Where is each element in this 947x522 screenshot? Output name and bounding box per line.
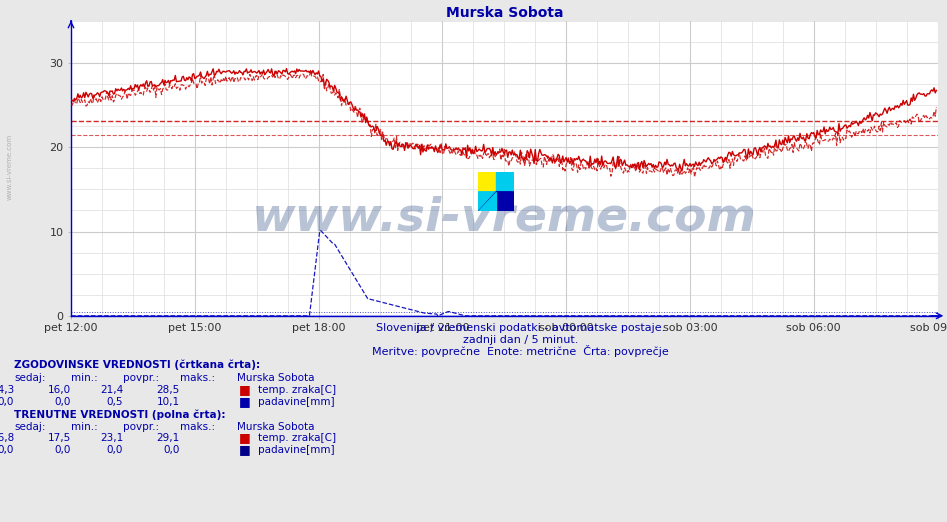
- Text: TRENUTNE VREDNOSTI (polna črta):: TRENUTNE VREDNOSTI (polna črta):: [14, 409, 225, 420]
- Text: ■: ■: [239, 443, 250, 456]
- Text: 0,0: 0,0: [107, 445, 123, 455]
- Text: 0,5: 0,5: [107, 397, 123, 407]
- Text: sedaj:: sedaj:: [14, 373, 45, 383]
- Text: 10,1: 10,1: [157, 397, 180, 407]
- Text: temp. zraka[C]: temp. zraka[C]: [258, 433, 335, 443]
- Text: 26,8: 26,8: [0, 433, 14, 443]
- Polygon shape: [478, 192, 496, 211]
- Text: 24,3: 24,3: [0, 385, 14, 395]
- Text: 0,0: 0,0: [164, 445, 180, 455]
- Text: maks.:: maks.:: [180, 422, 215, 432]
- Text: www.si-vreme.com: www.si-vreme.com: [7, 134, 12, 200]
- Text: Murska Sobota: Murska Sobota: [237, 373, 314, 383]
- Text: padavine[mm]: padavine[mm]: [258, 397, 334, 407]
- Text: zadnji dan / 5 minut.: zadnji dan / 5 minut.: [463, 336, 579, 346]
- Text: maks.:: maks.:: [180, 373, 215, 383]
- Text: 21,4: 21,4: [99, 385, 123, 395]
- Text: Slovenija / vremenski podatki - avtomatske postaje.: Slovenija / vremenski podatki - avtomats…: [376, 324, 666, 334]
- Text: povpr.:: povpr.:: [123, 422, 159, 432]
- Text: 17,5: 17,5: [47, 433, 71, 443]
- Bar: [496, 172, 514, 192]
- Text: 0,0: 0,0: [0, 397, 14, 407]
- Title: Murska Sobota: Murska Sobota: [445, 6, 563, 20]
- Text: Murska Sobota: Murska Sobota: [237, 422, 314, 432]
- Polygon shape: [478, 192, 514, 211]
- Text: temp. zraka[C]: temp. zraka[C]: [258, 385, 335, 395]
- Polygon shape: [496, 192, 514, 211]
- Text: Meritve: povprečne  Enote: metrične  Črta: povprečje: Meritve: povprečne Enote: metrične Črta:…: [372, 345, 670, 357]
- Text: 29,1: 29,1: [156, 433, 180, 443]
- Polygon shape: [478, 192, 514, 211]
- Text: 16,0: 16,0: [48, 385, 71, 395]
- Text: www.si-vreme.com: www.si-vreme.com: [252, 196, 757, 241]
- Text: 23,1: 23,1: [99, 433, 123, 443]
- Text: 28,5: 28,5: [156, 385, 180, 395]
- Text: ■: ■: [239, 395, 250, 408]
- Bar: [478, 172, 496, 192]
- Text: ■: ■: [239, 383, 250, 396]
- Text: 0,0: 0,0: [0, 445, 14, 455]
- Text: ■: ■: [239, 431, 250, 444]
- Text: sedaj:: sedaj:: [14, 422, 45, 432]
- Text: 0,0: 0,0: [55, 445, 71, 455]
- Text: povpr.:: povpr.:: [123, 373, 159, 383]
- Text: min.:: min.:: [71, 373, 98, 383]
- Text: ZGODOVINSKE VREDNOSTI (črtkana črta):: ZGODOVINSKE VREDNOSTI (črtkana črta):: [14, 360, 260, 370]
- Text: padavine[mm]: padavine[mm]: [258, 445, 334, 455]
- Text: 0,0: 0,0: [55, 397, 71, 407]
- Text: min.:: min.:: [71, 422, 98, 432]
